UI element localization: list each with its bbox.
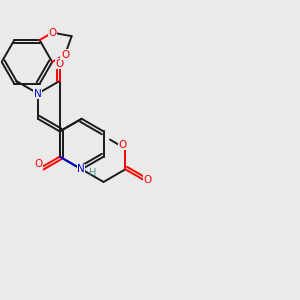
Text: H: H — [89, 168, 97, 178]
Text: O: O — [34, 159, 43, 169]
Text: O: O — [118, 140, 127, 150]
Text: N: N — [77, 164, 85, 174]
Text: O: O — [48, 28, 57, 38]
Text: O: O — [61, 50, 69, 59]
Text: N: N — [34, 88, 42, 98]
Text: O: O — [144, 175, 152, 185]
Text: O: O — [56, 59, 64, 69]
